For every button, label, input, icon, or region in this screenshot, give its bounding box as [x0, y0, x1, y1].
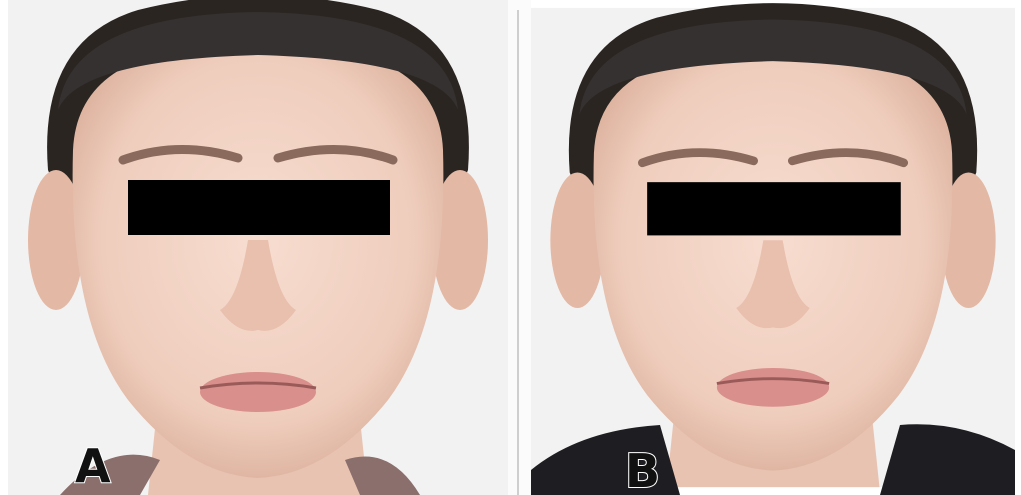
jacket	[531, 424, 1015, 495]
panel-label: A	[75, 439, 111, 493]
divider	[508, 0, 531, 495]
photo-after	[531, 3, 1015, 487]
photo-before	[8, 0, 508, 495]
shirt	[60, 454, 420, 495]
panel-label: B	[625, 444, 660, 495]
